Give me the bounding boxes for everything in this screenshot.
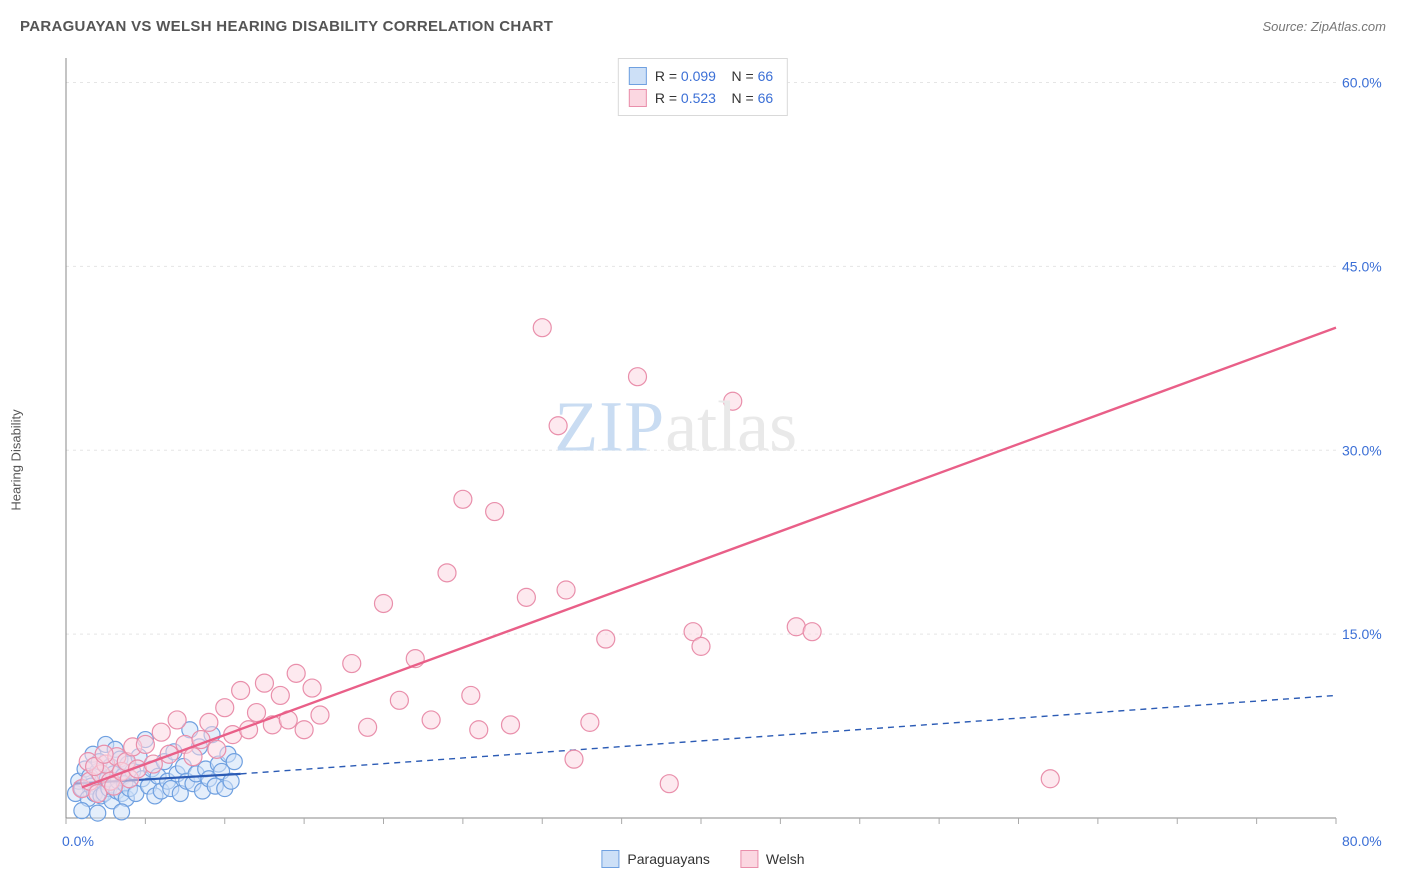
legend-label-paraguayans: Paraguayans xyxy=(627,851,710,867)
chart-container: Hearing Disability ZIPatlas 15.0%30.0%45… xyxy=(20,48,1386,872)
n-label: N = xyxy=(732,90,754,106)
chart-title: PARAGUAYAN VS WELSH HEARING DISABILITY C… xyxy=(20,18,553,35)
n-value: 66 xyxy=(758,68,774,84)
chart-svg: 15.0% 30.0% 45.0% 60.0% 0.0% 80.0% xyxy=(20,48,1386,872)
y-axis-label: Hearing Disability xyxy=(9,409,24,510)
source-attribution: Source: ZipAtlas.com xyxy=(1262,19,1386,34)
svg-text:45.0%: 45.0% xyxy=(1342,258,1382,274)
legend-r-welsh: R = 0.523 N = 66 xyxy=(655,90,773,106)
legend-r-paraguayans: R = 0.099 N = 66 xyxy=(655,68,773,84)
legend-swatch-welsh-icon xyxy=(740,850,758,868)
legend-item-paraguayans: Paraguayans xyxy=(601,850,710,868)
svg-text:60.0%: 60.0% xyxy=(1342,75,1382,91)
legend-label-welsh: Welsh xyxy=(766,851,805,867)
svg-text:0.0%: 0.0% xyxy=(62,833,94,849)
legend-row-welsh: R = 0.523 N = 66 xyxy=(629,87,773,109)
source-link[interactable]: ZipAtlas.com xyxy=(1311,19,1386,34)
legend-item-welsh: Welsh xyxy=(740,850,805,868)
legend-swatch-welsh xyxy=(629,89,647,107)
r-label: R = xyxy=(655,68,677,84)
correlation-legend: R = 0.099 N = 66 R = 0.523 N = 66 xyxy=(618,58,788,116)
r-value: 0.523 xyxy=(681,90,716,106)
legend-swatch-paraguayans-icon xyxy=(601,850,619,868)
legend-row-paraguayans: R = 0.099 N = 66 xyxy=(629,65,773,87)
source-prefix: Source: xyxy=(1262,19,1310,34)
r-label: R = xyxy=(655,90,677,106)
series-legend: Paraguayans Welsh xyxy=(601,850,804,868)
n-label: N = xyxy=(732,68,754,84)
r-value: 0.099 xyxy=(681,68,716,84)
svg-text:30.0%: 30.0% xyxy=(1342,442,1382,458)
legend-swatch-paraguayans xyxy=(629,67,647,85)
svg-text:15.0%: 15.0% xyxy=(1342,626,1382,642)
n-value: 66 xyxy=(758,90,774,106)
svg-text:80.0%: 80.0% xyxy=(1342,833,1382,849)
